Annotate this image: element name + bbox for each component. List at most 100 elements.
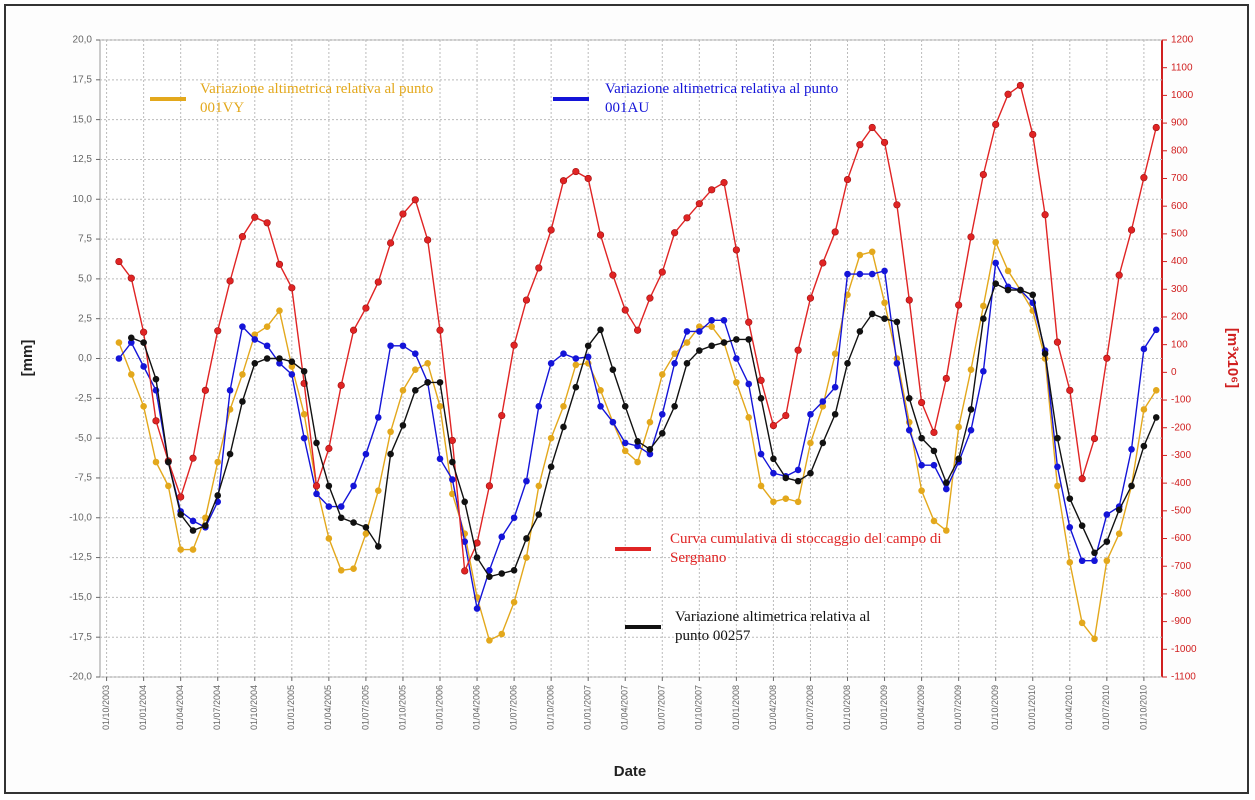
data-point bbox=[1091, 635, 1098, 643]
data-point bbox=[189, 527, 197, 534]
x-tick-label: 01/10/2005 bbox=[397, 685, 407, 730]
data-point bbox=[263, 323, 271, 330]
data-point bbox=[683, 359, 691, 367]
data-point bbox=[757, 376, 765, 384]
x-tick-label: 01/01/2004 bbox=[138, 685, 148, 730]
data-point bbox=[634, 442, 641, 450]
data-point bbox=[597, 402, 604, 410]
data-point bbox=[1054, 434, 1061, 442]
data-point bbox=[238, 233, 247, 241]
x-tick-label: 01/07/2004 bbox=[212, 685, 222, 730]
data-point bbox=[523, 535, 530, 542]
y2-tick-label: -700 bbox=[1171, 561, 1191, 572]
data-point bbox=[313, 490, 320, 498]
data-point bbox=[621, 439, 629, 447]
data-point bbox=[165, 458, 172, 466]
data-point bbox=[584, 174, 592, 183]
y2-tick-label: 400 bbox=[1171, 256, 1188, 267]
data-point bbox=[1115, 530, 1123, 537]
y2-tick-label: -200 bbox=[1171, 422, 1191, 433]
data-point bbox=[609, 271, 617, 279]
y-tick-label: 5,0 bbox=[78, 274, 92, 285]
x-tick-label: 01/10/2004 bbox=[249, 685, 259, 730]
data-point bbox=[127, 371, 135, 378]
x-tick-label: 01/10/2003 bbox=[101, 685, 111, 730]
x-tick-label: 01/07/2009 bbox=[953, 685, 963, 730]
data-point bbox=[1078, 619, 1086, 627]
data-point bbox=[1054, 482, 1061, 490]
data-point bbox=[1029, 291, 1037, 299]
data-point bbox=[905, 296, 913, 304]
data-point bbox=[473, 554, 481, 561]
data-point bbox=[547, 434, 555, 442]
data-point bbox=[523, 554, 530, 561]
data-point bbox=[535, 402, 543, 410]
data-point bbox=[214, 458, 222, 466]
data-point bbox=[621, 447, 629, 455]
data-point bbox=[905, 395, 913, 402]
data-point bbox=[486, 637, 493, 644]
data-point bbox=[819, 439, 827, 447]
data-point bbox=[1016, 81, 1025, 90]
data-point bbox=[868, 310, 876, 318]
data-point bbox=[374, 487, 382, 494]
data-point bbox=[485, 482, 494, 490]
data-point bbox=[522, 296, 531, 304]
data-point bbox=[1004, 267, 1012, 275]
data-point bbox=[992, 259, 1000, 267]
data-point bbox=[794, 498, 802, 506]
data-point bbox=[325, 535, 333, 542]
data-point bbox=[510, 567, 518, 574]
data-point bbox=[930, 517, 938, 525]
data-point bbox=[745, 336, 753, 343]
data-point bbox=[843, 175, 852, 184]
data-point bbox=[473, 605, 481, 612]
y-tick-label: 7,5 bbox=[78, 234, 92, 245]
data-point bbox=[918, 487, 925, 494]
y2-tick-label: 0 bbox=[1171, 367, 1177, 378]
data-point bbox=[1041, 211, 1049, 219]
y2-axis-label: [m³x10⁶] bbox=[1224, 328, 1241, 388]
y-tick-label: -2,5 bbox=[75, 393, 93, 404]
data-point bbox=[152, 375, 160, 383]
x-tick-label: 01/07/2007 bbox=[657, 685, 667, 730]
data-point bbox=[868, 270, 876, 278]
data-point bbox=[942, 374, 950, 383]
x-tick-label: 01/04/2006 bbox=[471, 685, 481, 730]
data-point bbox=[412, 387, 419, 394]
y2-tick-label: 100 bbox=[1171, 339, 1188, 350]
data-point bbox=[337, 381, 345, 389]
data-point bbox=[374, 414, 382, 421]
data-point bbox=[263, 355, 271, 362]
data-point bbox=[819, 398, 827, 405]
data-point bbox=[201, 386, 209, 394]
data-point bbox=[856, 328, 864, 335]
data-point bbox=[510, 514, 518, 522]
data-point bbox=[1066, 559, 1074, 566]
data-point bbox=[844, 359, 851, 367]
data-point bbox=[560, 423, 567, 431]
data-point bbox=[350, 482, 357, 490]
data-point bbox=[1103, 538, 1111, 545]
data-point bbox=[349, 326, 358, 334]
data-point bbox=[856, 141, 864, 149]
data-point bbox=[831, 228, 839, 236]
data-point bbox=[560, 350, 567, 358]
data-point bbox=[547, 359, 555, 367]
x-tick-label: 01/04/2007 bbox=[620, 685, 630, 730]
data-point bbox=[300, 367, 308, 375]
plot-area bbox=[99, 39, 1163, 678]
data-point bbox=[1029, 130, 1037, 139]
y-tick-label: 0,0 bbox=[78, 353, 92, 364]
data-point bbox=[510, 598, 518, 606]
data-point bbox=[436, 455, 444, 463]
data-point bbox=[1103, 511, 1111, 518]
data-point bbox=[1054, 463, 1061, 471]
data-point bbox=[1152, 326, 1160, 334]
data-point bbox=[992, 120, 1000, 129]
data-point bbox=[881, 315, 888, 322]
y2-tick-label: 200 bbox=[1171, 312, 1188, 323]
data-point bbox=[708, 342, 715, 350]
data-point bbox=[621, 306, 629, 314]
